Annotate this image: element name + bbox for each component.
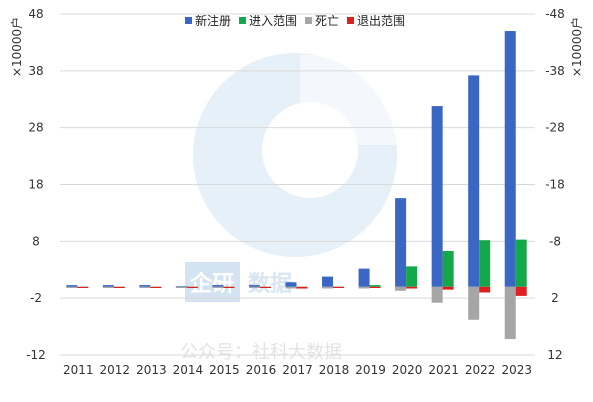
x-tick-label: 2018 <box>319 363 350 377</box>
bar-死亡-2020 <box>395 286 407 291</box>
x-tick-label: 2020 <box>392 363 423 377</box>
bar-进入范围-2019 <box>369 285 381 287</box>
watermark-subtitle: 公众号：社科大数据 <box>180 342 342 363</box>
bar-退出范围-2021 <box>442 286 454 290</box>
x-tick-label: 2016 <box>246 363 277 377</box>
bar-新注册-2016 <box>248 285 260 287</box>
bar-新注册-2021 <box>431 106 443 287</box>
bar-新注册-2020 <box>395 198 407 287</box>
bar-死亡-2017 <box>285 286 297 289</box>
y-axis-right-title: ×10000户 <box>569 17 584 77</box>
bar-退出范围-2020 <box>406 286 418 289</box>
bar-死亡-2022 <box>468 286 480 320</box>
bar-新注册-2023 <box>504 31 516 287</box>
bar-死亡-2015 <box>212 286 224 288</box>
y-axis-left-title: ×10000户 <box>9 17 24 77</box>
gridlines <box>60 13 535 356</box>
bar-死亡-2019 <box>358 286 370 289</box>
watermark-logo-cut <box>300 55 410 145</box>
legend-label: 新注册 <box>195 13 231 28</box>
legend-swatch <box>347 17 354 24</box>
x-tick-label: 2021 <box>428 363 459 377</box>
x-tick-label: 2023 <box>501 363 532 377</box>
bar-新注册-2018 <box>322 276 334 287</box>
y-tick-right: 12 <box>547 348 562 362</box>
bar-退出范围-2019 <box>369 286 381 288</box>
legend: 新注册 进入范围 死亡 退出范围 <box>185 13 405 28</box>
bar-退出范围-2023 <box>515 286 527 296</box>
bar-新注册-2017 <box>285 282 297 287</box>
bar-新注册-2022 <box>468 75 480 287</box>
legend-label: 死亡 <box>315 14 339 28</box>
legend-swatch <box>185 17 192 24</box>
legend-swatch <box>305 17 312 24</box>
watermark: 企研 数据 公众号：社科大数据 <box>180 53 410 363</box>
y-tick-left: 48 <box>28 7 43 21</box>
bar-退出范围-2022 <box>479 286 491 293</box>
bar-死亡-2013 <box>139 286 151 288</box>
bar-退出范围-2012 <box>113 286 125 288</box>
x-tick-label: 2014 <box>173 363 204 377</box>
bar-新注册-2011 <box>66 285 78 287</box>
y-tick-left: -2 <box>30 291 42 305</box>
bar-进入范围-2022 <box>479 240 491 287</box>
bar-死亡-2014 <box>175 286 187 288</box>
watermark-logo-box <box>185 262 240 302</box>
y-tick-right: -48 <box>545 7 565 21</box>
bar-进入范围-2021 <box>442 250 454 287</box>
bar-退出范围-2017 <box>296 286 308 289</box>
x-tick-label: 2013 <box>136 363 167 377</box>
bar-新注册-2013 <box>139 285 151 287</box>
bars <box>66 31 527 340</box>
y-tick-left: 18 <box>28 178 43 192</box>
bar-新注册-2015 <box>212 285 224 287</box>
bar-退出范围-2013 <box>150 286 162 288</box>
bar-退出范围-2014 <box>186 286 198 288</box>
bar-新注册-2012 <box>102 285 114 287</box>
bar-死亡-2016 <box>248 286 260 288</box>
legend-label: 进入范围 <box>249 14 297 28</box>
x-axis: 2011 2012 2013 2014 2015 2016 2017 2018 2019 2020… <box>63 363 532 377</box>
y-tick-left: 8 <box>32 234 40 248</box>
x-tick-label: 2019 <box>355 363 386 377</box>
legend-label: 退出范围 <box>357 14 405 28</box>
bar-退出范围-2018 <box>333 286 345 288</box>
y-tick-right: -28 <box>545 121 565 135</box>
x-tick-label: 2017 <box>282 363 313 377</box>
bar-退出范围-2015 <box>223 286 235 288</box>
bar-死亡-2011 <box>66 286 78 288</box>
y-tick-left: -12 <box>26 348 46 362</box>
x-tick-label: 2012 <box>100 363 131 377</box>
bar-退出范围-2016 <box>259 286 271 288</box>
bar-新注册-2019 <box>358 268 370 287</box>
bar-进入范围-2023 <box>515 239 527 287</box>
y-axis-left: -12 -2 8 18 28 38 48 <box>26 7 46 362</box>
bar-死亡-2012 <box>102 286 114 288</box>
bar-死亡-2018 <box>322 286 334 289</box>
bar-进入范围-2020 <box>406 266 418 287</box>
watermark-logo-text: 企研 <box>189 271 234 297</box>
x-tick-label: 2015 <box>209 363 240 377</box>
x-tick-label: 2011 <box>63 363 94 377</box>
bar-退出范围-2011 <box>77 286 89 288</box>
legend-swatch <box>239 17 246 24</box>
y-tick-left: 38 <box>28 64 43 78</box>
watermark-brand-text: 数据 <box>248 271 292 297</box>
x-tick-label: 2022 <box>465 363 496 377</box>
y-axis-right: 12 2 -8 -18 -28 -38 -48 <box>545 7 565 362</box>
y-tick-right: -18 <box>545 178 565 192</box>
y-tick-right: 2 <box>551 291 559 305</box>
y-tick-left: 28 <box>28 121 43 135</box>
bar-死亡-2021 <box>431 286 443 303</box>
bar-死亡-2023 <box>504 286 516 340</box>
y-tick-right: -8 <box>549 234 561 248</box>
y-tick-right: -38 <box>545 64 565 78</box>
